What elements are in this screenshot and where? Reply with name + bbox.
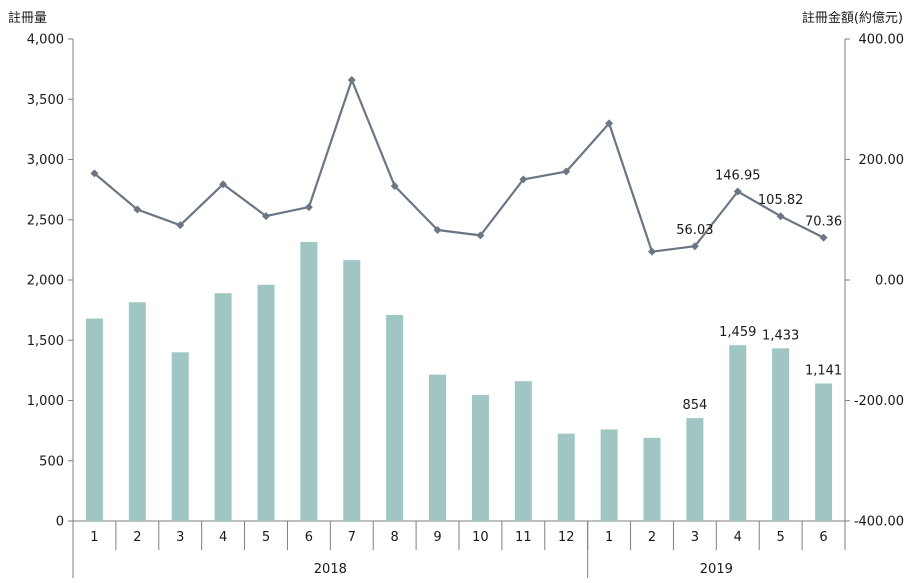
- line-series: [90, 75, 828, 256]
- left-tick-label: 2,000: [27, 274, 64, 289]
- month-label: 1: [605, 530, 613, 545]
- right-tick-label: 200.00: [859, 153, 905, 168]
- bar: [214, 293, 232, 521]
- bar: [128, 302, 146, 521]
- month-label: 11: [515, 530, 532, 545]
- line-point: [605, 119, 614, 128]
- month-label: 10: [472, 530, 489, 545]
- line-point: [819, 233, 828, 242]
- line-point: [562, 167, 571, 176]
- bar: [514, 381, 532, 521]
- month-label: 1: [90, 530, 98, 545]
- month-label: 9: [433, 530, 441, 545]
- year-label: 2019: [700, 562, 733, 577]
- month-label: 3: [176, 530, 184, 545]
- line-data-label: 146.95: [715, 168, 761, 183]
- left-tick-label: 3,000: [27, 153, 64, 168]
- bar: [686, 418, 704, 521]
- bar: [772, 348, 790, 521]
- bar-data-label: 854: [682, 398, 707, 413]
- line-point: [90, 169, 99, 178]
- line-point: [776, 212, 785, 221]
- bar: [557, 433, 575, 521]
- right-tick-label: -400.00: [854, 515, 904, 530]
- left-tick-label: 500: [39, 454, 64, 469]
- right-axis-title: 註冊金額(約億元): [802, 10, 903, 26]
- left-tick-label: 3,500: [27, 93, 64, 108]
- year-label: 2018: [314, 562, 347, 577]
- bar-series: [85, 242, 833, 522]
- month-label: 3: [691, 530, 699, 545]
- month-label: 6: [819, 530, 827, 545]
- right-tick-label: -200.00: [854, 394, 904, 409]
- line-point: [690, 242, 699, 251]
- bar: [471, 395, 489, 521]
- line-data-label: 105.82: [758, 193, 804, 208]
- bar: [429, 374, 447, 521]
- left-tick-label: 1,000: [27, 394, 64, 409]
- bar: [343, 260, 361, 521]
- line-point: [390, 182, 399, 191]
- bar: [257, 284, 275, 521]
- month-label: 2: [648, 530, 656, 545]
- line-point: [433, 225, 442, 234]
- line-data-label: 56.03: [676, 223, 713, 238]
- bar: [386, 314, 404, 521]
- line-path: [93, 78, 825, 253]
- left-axis-ticks: 0 500 1,000 1,500 2,000 2,500 3,000 3,500 4,000: [27, 33, 73, 530]
- month-label: 8: [391, 530, 399, 545]
- month-label: 7: [348, 530, 356, 545]
- month-label: 12: [558, 530, 575, 545]
- line-point: [176, 221, 185, 230]
- line-point: [262, 212, 270, 221]
- line-point: [519, 175, 528, 184]
- line-data-label: 70.36: [805, 215, 842, 230]
- left-tick-label: 2,500: [27, 213, 64, 228]
- line-point: [347, 75, 356, 84]
- bar: [171, 352, 189, 521]
- left-tick-label: 4,000: [27, 33, 64, 48]
- bar: [815, 383, 833, 521]
- left-tick-label: 0: [56, 515, 64, 530]
- month-label: 4: [734, 530, 742, 545]
- right-tick-label: 400.00: [859, 33, 905, 48]
- month-label: 4: [219, 530, 227, 545]
- line-point: [219, 180, 228, 189]
- line-point: [733, 187, 742, 196]
- bar-data-label: 1,459: [719, 325, 756, 340]
- line-point: [476, 231, 485, 240]
- bar: [729, 345, 747, 521]
- axes: [72, 39, 846, 578]
- right-tick-label: 0.00: [875, 274, 904, 289]
- bar-data-label: 1,141: [805, 364, 842, 379]
- line-point: [304, 203, 313, 212]
- month-label: 5: [777, 530, 785, 545]
- month-label: 6: [305, 530, 313, 545]
- line-point: [133, 205, 142, 214]
- bar: [300, 242, 318, 522]
- month-label: 2: [133, 530, 141, 545]
- month-label: 5: [262, 530, 270, 545]
- left-tick-label: 1,500: [27, 334, 64, 349]
- bar: [643, 437, 661, 521]
- bar-data-label: 1,433: [762, 328, 799, 343]
- right-axis-ticks: -400.00 -200.00 0.00 200.00 400.00: [845, 33, 904, 530]
- left-axis-title: 註冊量: [8, 11, 47, 26]
- line-point: [648, 247, 656, 256]
- bar: [85, 318, 103, 521]
- bar: [600, 429, 618, 521]
